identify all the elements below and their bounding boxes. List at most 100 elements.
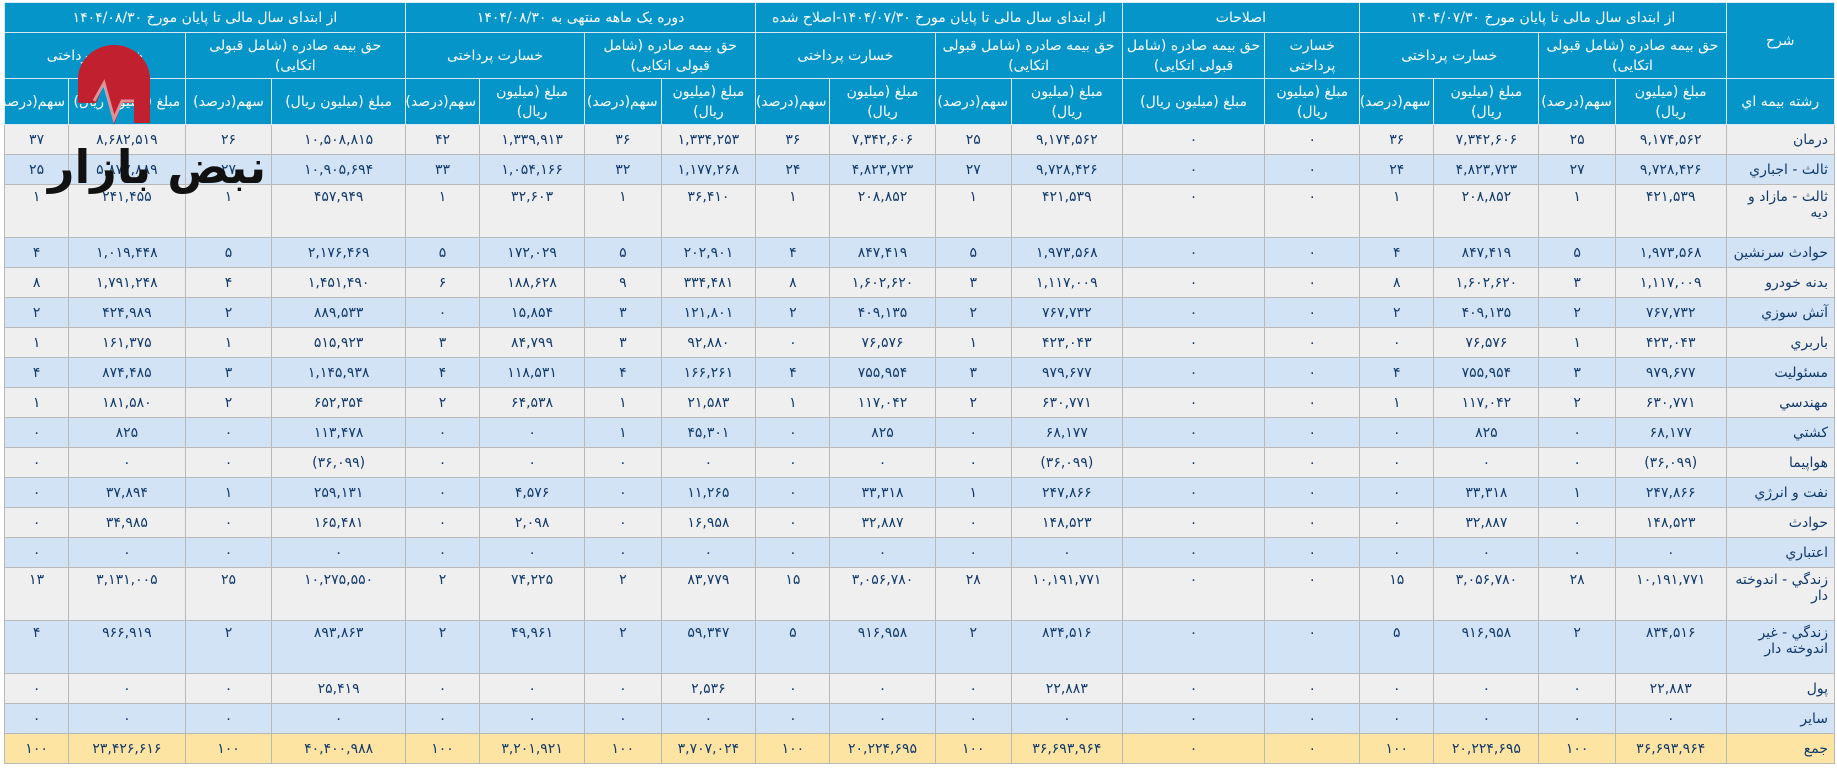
group-header-4: دوره یک ماهه منتهی به ۱۴۰۴/۰۸/۳۰ bbox=[404, 2, 757, 33]
premium-header: حق بیمه صادره (شامل قبولی اتکایی) bbox=[934, 32, 1123, 79]
share-cell: ۰ bbox=[1359, 673, 1435, 704]
share-cell: ۲ bbox=[404, 620, 481, 674]
total-row: جمع ۳۶,۶۹۳,۹۶۴ ۱۰۰ ۲۰,۲۲۴,۶۹۵ ۱۰۰ ۰ ۰ ۳۶,۶۹۳,۹۶… bbox=[3, 733, 1836, 764]
share-cell: ۰ bbox=[1538, 703, 1616, 734]
share-cell: ۰ bbox=[3, 703, 70, 734]
share-cell: ۰ bbox=[1359, 477, 1435, 508]
share-cell: ۰ bbox=[404, 417, 481, 448]
adjustment-cell: ۰ bbox=[1264, 237, 1361, 268]
amount-cell: ۰ bbox=[1614, 703, 1727, 734]
amount-cell: ۸۴۷,۴۱۹ bbox=[1433, 237, 1540, 268]
amount-cell: ۶۸,۱۷۷ bbox=[1010, 417, 1123, 448]
share-header: سهم(درصد) bbox=[584, 78, 662, 125]
share-cell: ۵ bbox=[404, 237, 481, 268]
share-cell: ۲۵ bbox=[1538, 124, 1616, 155]
share-cell: ۱ bbox=[584, 417, 662, 448]
amount-cell: ۱۰,۹۰۵,۶۹۴ bbox=[271, 154, 406, 185]
amount-cell: ۲۱,۵۸۳ bbox=[660, 387, 757, 418]
adjustment-cell: ۰ bbox=[1264, 567, 1361, 621]
amount-cell: ۹۶۶,۹۱۹ bbox=[68, 620, 186, 674]
share-header: سهم(درصد) bbox=[1359, 78, 1435, 125]
amount-cell: ۱,۹۷۳,۵۶۸ bbox=[1614, 237, 1727, 268]
share-cell: ۶ bbox=[404, 267, 481, 298]
share-cell: ۱ bbox=[934, 184, 1012, 238]
share-cell: ۰ bbox=[184, 417, 273, 448]
share-cell: ۰ bbox=[3, 417, 70, 448]
amount-cell: ۷۶۷,۷۳۲ bbox=[1614, 297, 1727, 328]
share-cell: ۹ bbox=[584, 267, 662, 298]
share-cell: ۰ bbox=[404, 673, 481, 704]
amount-cell: ۴۰۹,۱۳۵ bbox=[829, 297, 936, 328]
share-cell: ۰ bbox=[1538, 537, 1616, 568]
table-row: ثالث - اجباري ۹,۷۲۸,۴۲۶ ۲۷ ۴,۸۲۳,۷۲۳ ۲۴ ۰ ۰ ۹,۷… bbox=[3, 154, 1836, 185]
share-cell: ۲۴ bbox=[1359, 154, 1435, 185]
table-row: بدنه خودرو ۱,۱۱۷,۰۰۹ ۳ ۱,۶۰۲,۶۲۰ ۸ ۰ ۰ ۱,۱۱۷,۰۰… bbox=[3, 267, 1836, 298]
adjustment-cell: ۰ bbox=[1264, 357, 1361, 388]
amount-cell: ۱۸۱,۵۸۰ bbox=[68, 387, 186, 418]
amount-header: مبلغ (میلیون ریال) bbox=[479, 78, 586, 125]
amount-cell: ۹,۷۲۸,۴۲۶ bbox=[1614, 154, 1727, 185]
share-cell: ۱ bbox=[3, 184, 70, 238]
amount-cell: ۹,۱۷۴,۵۶۲ bbox=[1010, 124, 1123, 155]
table-row: زندگي - غیر اندوخته دار ۸۳۴,۵۱۶ ۲ ۹۱۶,۹۵۸ ۵ ۰… bbox=[3, 620, 1836, 674]
adjustment-cell: ۰ bbox=[1264, 620, 1361, 674]
adjustment-cell: ۰ bbox=[1121, 124, 1266, 155]
share-cell: ۱ bbox=[184, 184, 273, 238]
share-cell: ۰ bbox=[3, 447, 70, 478]
amount-cell: ۱,۱۱۷,۰۰۹ bbox=[1010, 267, 1123, 298]
amount-cell: ۱,۱۷۷,۲۶۸ bbox=[660, 154, 757, 185]
share-cell: ۰ bbox=[3, 673, 70, 704]
description-header: شرح bbox=[1725, 2, 1836, 79]
amount-cell: ۲۴۱,۴۵۵ bbox=[68, 184, 186, 238]
amount-header: مبلغ (میلیون ریال) bbox=[1433, 78, 1540, 125]
share-header: سهم(درصد) bbox=[184, 78, 273, 125]
amount-cell: ۲۰,۲۲۴,۶۹۵ bbox=[829, 733, 936, 764]
amount-cell: ۸۳۴,۵۱۶ bbox=[1010, 620, 1123, 674]
share-cell: ۳۶ bbox=[755, 124, 831, 155]
amount-cell: ۴۲۱,۵۳۹ bbox=[1614, 184, 1727, 238]
amount-cell: ۸۳,۷۷۹ bbox=[660, 567, 757, 621]
amount-cell: ۰ bbox=[1010, 537, 1123, 568]
adjustment-cell: ۰ bbox=[1264, 507, 1361, 538]
share-cell: ۰ bbox=[1359, 703, 1435, 734]
share-cell: ۰ bbox=[1359, 447, 1435, 478]
amount-cell: ۵۱۵,۹۲۳ bbox=[271, 327, 406, 358]
amount-cell: ۵,۸۷۷,۸۸۹ bbox=[68, 154, 186, 185]
share-cell: ۱ bbox=[1359, 184, 1435, 238]
amount-cell: ۱۸۸,۶۲۸ bbox=[479, 267, 586, 298]
line-name: ثالث - مازاد و دیه bbox=[1725, 184, 1836, 238]
share-cell: ۰ bbox=[584, 447, 662, 478]
share-cell: ۲ bbox=[1359, 297, 1435, 328]
amount-cell: ۲۵,۴۱۹ bbox=[271, 673, 406, 704]
amount-header: مبلغ (میلیون ریال) bbox=[1121, 78, 1266, 125]
share-cell: ۲۷ bbox=[934, 154, 1012, 185]
share-cell: ۱۰۰ bbox=[1359, 733, 1435, 764]
amount-cell: ۷۵۵,۹۵۴ bbox=[1433, 357, 1540, 388]
line-name: کشتي bbox=[1725, 417, 1836, 448]
amount-cell: ۲۵۹,۱۳۱ bbox=[271, 477, 406, 508]
share-cell: ۲ bbox=[184, 297, 273, 328]
adjustment-cell: ۰ bbox=[1264, 184, 1361, 238]
share-cell: ۲ bbox=[584, 620, 662, 674]
adjustment-cell: ۰ bbox=[1264, 733, 1361, 764]
amount-cell: ۸۲۵ bbox=[1433, 417, 1540, 448]
amount-cell: ۳,۰۵۶,۷۸۰ bbox=[1433, 567, 1540, 621]
amount-cell: ۸۸۹,۵۳۳ bbox=[271, 297, 406, 328]
share-cell: ۴ bbox=[3, 237, 70, 268]
share-cell: ۲ bbox=[1538, 297, 1616, 328]
amount-cell: ۰ bbox=[829, 537, 936, 568]
share-cell: ۳ bbox=[1538, 357, 1616, 388]
amount-cell: ۷۵۵,۹۵۴ bbox=[829, 357, 936, 388]
share-cell: ۰ bbox=[755, 507, 831, 538]
amount-cell: ۱۰,۵۰۸,۸۱۵ bbox=[271, 124, 406, 155]
share-cell: ۲۷ bbox=[184, 154, 273, 185]
share-cell: ۸ bbox=[755, 267, 831, 298]
amount-cell: ۴,۵۷۶ bbox=[479, 477, 586, 508]
amount-cell: ۹,۷۲۸,۴۲۶ bbox=[1010, 154, 1123, 185]
adjustment-cell: ۰ bbox=[1121, 237, 1266, 268]
share-cell: ۰ bbox=[1359, 327, 1435, 358]
share-cell: ۴ bbox=[184, 267, 273, 298]
share-cell: ۴ bbox=[3, 357, 70, 388]
amount-cell: ۵۹,۳۴۷ bbox=[660, 620, 757, 674]
table-row: آتش سوزي ۷۶۷,۷۳۲ ۲ ۴۰۹,۱۳۵ ۲ ۰ ۰ ۷۶۷,۷۳۲ ۲ ۴۰۹,۱۳… bbox=[3, 297, 1836, 328]
